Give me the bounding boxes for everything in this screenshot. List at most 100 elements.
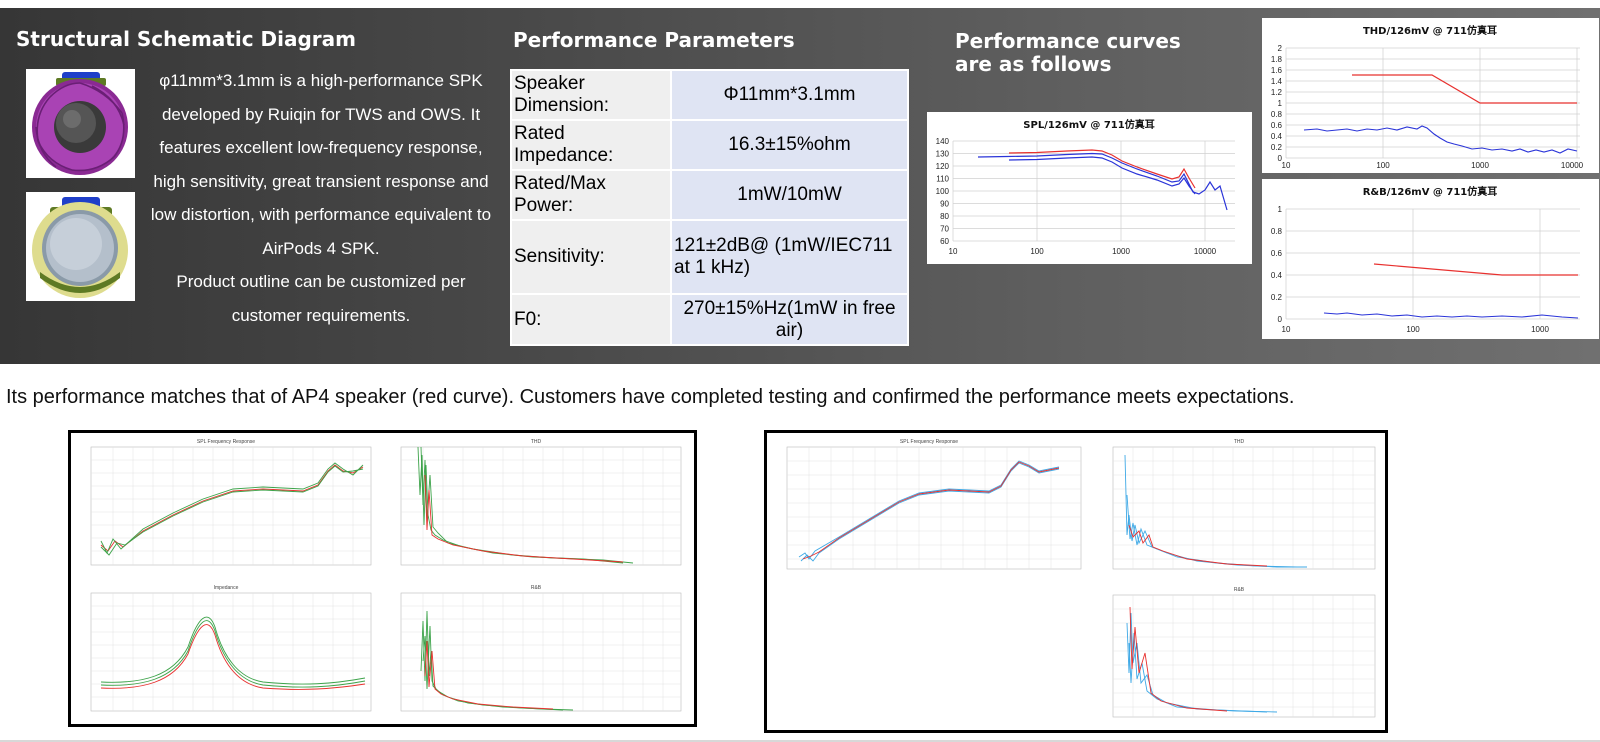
- param-label: F0:: [510, 293, 672, 346]
- description-line: features excellent low-frequency respons…: [159, 138, 483, 157]
- thd-chart-title: THD/126mV @ 711仿真耳: [1363, 24, 1497, 37]
- description-line: φ11mm*3.1mm is a high-performance SPK: [159, 71, 483, 90]
- thd-y-tick: 1.2: [1271, 88, 1283, 97]
- spl-y-tick: 130: [936, 150, 950, 159]
- param-label: Speaker Dimension:: [510, 69, 672, 121]
- left-impedance-panel: Impedance: [73, 581, 379, 721]
- rb-chart-title: R&B/126mV @ 711仿真耳: [1363, 185, 1498, 198]
- right-measurement-frame: SPL Frequency Response THD: [764, 430, 1388, 733]
- spl-y-tick: 80: [940, 212, 949, 221]
- curves-heading-line1: Performance curves: [955, 29, 1181, 53]
- rb-trace-cyan: [1126, 612, 1278, 713]
- spl-x-tick: 1000: [1112, 247, 1130, 256]
- description-line: customer requirements.: [231, 305, 411, 325]
- spl-y-tick: 70: [940, 225, 949, 234]
- spl-trace-cyan: [798, 460, 1060, 560]
- rb-curve-red: [1373, 263, 1578, 276]
- panel-title: R&B: [531, 585, 542, 591]
- curves-heading: Performance curves are as follows: [955, 30, 1185, 76]
- description-line: low distortion, with performance equival…: [150, 205, 492, 224]
- thd-chart: THD/126mV @ 711仿真耳 2 1.8 1.6 1.4 1.2 1 0…: [1262, 18, 1599, 173]
- impedance-trace-green: [100, 616, 366, 685]
- spl-y-tick: 110: [936, 175, 949, 184]
- spl-x-tick: 100: [1030, 247, 1044, 256]
- rb-x-tick: 10: [1282, 325, 1291, 334]
- thd-x-tick: 10: [1282, 161, 1291, 170]
- rb-y-tick: 0.2: [1271, 293, 1283, 302]
- spl-trace-red: [802, 461, 1060, 560]
- speaker-front-image: [26, 69, 135, 178]
- spl-y-tick: 140: [936, 137, 950, 146]
- left-spl-panel: SPL Frequency Response: [73, 435, 379, 575]
- bottom-divider: [0, 740, 1600, 742]
- product-description: φ11mm*3.1mm is a high-performance SPK de…: [140, 64, 502, 332]
- spl-trace-green: [100, 462, 364, 555]
- rb-trace-red: [424, 640, 554, 710]
- param-value: 121±2dB@ (1mW/IEC711 at 1 kHz): [670, 219, 909, 295]
- performance-note: Its performance matches that of AP4 spea…: [6, 386, 1295, 408]
- thd-trace-red: [1128, 524, 1268, 567]
- thd-curve-red: [1352, 74, 1577, 104]
- thd-y-tick: 0.6: [1271, 121, 1283, 130]
- description-line: high sensitivity, great transient respon…: [153, 171, 489, 191]
- param-row: Sensitivity: 121±2dB@ (1mW/IEC711 at 1 k…: [510, 219, 909, 295]
- spl-trace-green: [100, 465, 364, 556]
- spl-chart: SPL/126mV @ 711仿真耳 140 130 120 110 100 9…: [927, 112, 1252, 264]
- spl-x-tick: 10: [949, 247, 958, 256]
- description-line: Product outline can be customized per: [176, 272, 466, 291]
- param-value: 16.3±15%ohm: [670, 119, 909, 171]
- spl-curve-blue: [1008, 156, 1196, 195]
- rb-y-tick: 0.4: [1271, 271, 1283, 280]
- panel-title: Impedance: [214, 585, 239, 591]
- description-line: developed by Ruiqin for TWS and OWS. It: [161, 104, 481, 124]
- left-measurement-frame: SPL Frequency Response THD: [68, 430, 697, 727]
- thd-y-tick: 1.6: [1271, 66, 1283, 75]
- thd-trace-red: [424, 474, 624, 563]
- impedance-trace-red: [100, 624, 366, 690]
- speaker-back-image: [26, 192, 135, 301]
- thd-curve-blue: [1303, 125, 1578, 154]
- parameters-heading: Performance Parameters: [513, 28, 795, 52]
- parameters-table: Speaker Dimension: Φ11mm*3.1mm Rated Imp…: [510, 69, 909, 346]
- param-label: Sensitivity:: [510, 219, 672, 295]
- spl-y-tick: 120: [936, 162, 950, 171]
- thd-y-tick: 0.4: [1271, 132, 1283, 141]
- param-value: 270±15%Hz(1mW in free air): [670, 293, 909, 346]
- param-value: Φ11mm*3.1mm: [670, 69, 909, 121]
- thd-y-tick: 2: [1278, 44, 1283, 53]
- rb-chart: R&B/126mV @ 711仿真耳 1 0.8 0.6 0.4 0.2 0 1…: [1262, 179, 1599, 339]
- thd-x-tick: 100: [1376, 161, 1390, 170]
- param-row: F0: 270±15%Hz(1mW in free air): [510, 293, 909, 346]
- impedance-trace-green: [100, 620, 366, 688]
- rb-y-tick: 0: [1278, 315, 1283, 324]
- left-thd-panel: THD: [383, 435, 689, 575]
- spl-curve-blue: [977, 152, 1228, 211]
- structural-heading: Structural Schematic Diagram: [16, 27, 356, 51]
- rb-y-tick: 0.6: [1271, 249, 1283, 258]
- right-rb-panel: R&B: [1097, 583, 1381, 727]
- param-label: Rated/Max Power:: [510, 169, 672, 221]
- panel-title: SPL Frequency Response: [197, 439, 255, 445]
- rb-trace-cyan: [1128, 632, 1268, 713]
- rb-trace-green: [422, 625, 564, 711]
- thd-x-tick: 10000: [1561, 161, 1584, 170]
- thd-trace-green: [417, 446, 624, 564]
- rb-trace-green: [420, 610, 574, 711]
- spl-trace-red: [100, 464, 364, 552]
- thd-trace-green: [420, 446, 634, 564]
- rb-y-tick: 0.8: [1271, 227, 1283, 236]
- rb-trace-red: [1129, 606, 1228, 712]
- thd-y-tick: 0.2: [1271, 143, 1283, 152]
- spl-y-tick: 90: [940, 200, 949, 209]
- curves-heading-line2: are as follows: [955, 52, 1112, 76]
- panel-title: SPL Frequency Response: [900, 439, 958, 445]
- param-row: Rated Impedance: 16.3±15%ohm: [510, 119, 909, 171]
- thd-x-tick: 1000: [1471, 161, 1489, 170]
- description-line: AirPods 4 SPK.: [262, 238, 380, 258]
- panel-title: R&B: [1234, 587, 1245, 593]
- rb-y-tick: 1: [1278, 205, 1283, 214]
- param-row: Speaker Dimension: Φ11mm*3.1mm: [510, 69, 909, 121]
- right-thd-panel: THD: [1097, 435, 1381, 580]
- right-spl-panel: SPL Frequency Response: [769, 435, 1089, 580]
- rb-x-tick: 1000: [1531, 325, 1549, 334]
